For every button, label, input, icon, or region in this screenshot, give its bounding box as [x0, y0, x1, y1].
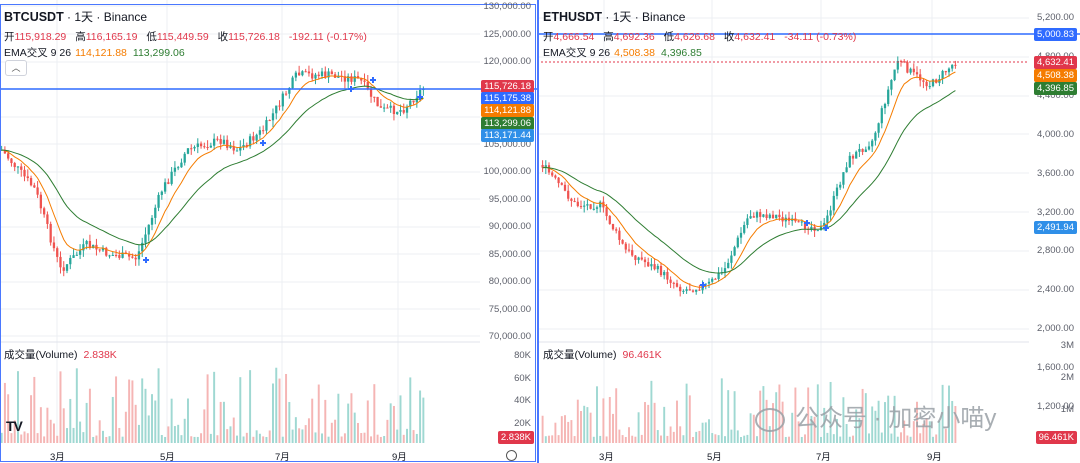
axis-tick-label: 3,600.00 [1037, 167, 1074, 179]
eth-ema-label: EMA交叉 9 26 [543, 47, 611, 59]
time-tick-label: 3月 [50, 452, 65, 463]
axis-tick-label: 1,200.00 [1037, 401, 1074, 412]
time-tick-label: 7月 [275, 452, 290, 463]
eth-ohlc-legend: 开4,666.54 高4,692.36 低4,626.68 收4,632.41 … [543, 29, 862, 44]
axis-tick-label: 80,000.00 [488, 276, 531, 287]
axis-tick-label: 100,000.00 [483, 166, 531, 177]
eth-volume-label: 成交量(Volume) [543, 349, 617, 361]
time-tick-label: 9月 [927, 452, 942, 463]
eth-low-key: 低 [663, 31, 675, 43]
eth-chart-title: ETHUSDT · 1天 · Binance [543, 8, 685, 25]
axis-tick-label: 3,200.00 [1037, 206, 1074, 218]
eth-volume-tag: 96.461K [1035, 431, 1077, 444]
time-tick-label: 3月 [599, 452, 614, 463]
eth-volume-legend[interactable]: 成交量(Volume) 96.461K [543, 347, 662, 362]
axis-tick-label: 120,000.00 [483, 56, 531, 67]
eth-open-key: 开 [543, 31, 554, 43]
axis-tick-label: 2M [1060, 372, 1074, 383]
axis-tick-label: 130,000.00 [483, 1, 531, 12]
eth-price-chart[interactable] [539, 0, 1080, 463]
watermark-text: 公众号 · 加密小喵y [795, 405, 997, 432]
axis-tick-label: 2,000.00 [1037, 323, 1074, 335]
btc-volume-label: 成交量(Volume) [4, 349, 78, 361]
btc-low-key: 低 [146, 31, 157, 43]
price-tag: 113,171.44 [481, 129, 534, 142]
btc-chart-title: BTCUSDT · 1天 · Binance [4, 8, 147, 25]
axis-tick-label: 40K [514, 395, 531, 406]
price-tag: 5,000.83 [1034, 28, 1077, 41]
eth-high-key: 高 [603, 31, 614, 43]
axis-tick-label: 3M [1060, 340, 1074, 351]
btc-low-value: 115,449.59 [156, 31, 209, 43]
btc-ema-slow-value: 113,299.06 [132, 47, 185, 59]
btc-close-key: 收 [217, 31, 229, 43]
btc-interval-exchange: · 1天 · Binance [63, 10, 148, 24]
chevron-up-icon[interactable]: ︿ [5, 60, 27, 76]
axis-tick-label: 4,400.00 [1037, 89, 1074, 101]
btc-open-key: 开 [4, 31, 15, 43]
price-tag: 4,508.38 [1034, 69, 1077, 82]
btc-high-value: 116,165.19 [85, 31, 138, 43]
time-tick-label: 5月 [707, 452, 722, 463]
eth-ema-legend[interactable]: EMA交叉 9 26 4,508.38 4,396.85 [543, 45, 702, 60]
axis-tick-label: 125,000.00 [483, 28, 531, 40]
eth-symbol[interactable]: ETHUSDT [543, 10, 603, 24]
btc-volume-tag: 2.838K [497, 431, 534, 444]
axis-tick-label: 90,000.00 [488, 221, 531, 232]
time-tick-label: 5月 [160, 452, 175, 463]
axis-tick-label: 20K [514, 417, 531, 429]
time-tick-label: 7月 [816, 452, 831, 463]
btc-ema-legend[interactable]: EMA交叉 9 26 114,121.88 113,299.06 [4, 45, 185, 60]
btc-symbol[interactable]: BTCUSDT [4, 10, 64, 24]
eth-high-value: 4,692.36 [613, 31, 655, 43]
watermark: 公众号 · 加密小喵y [755, 398, 996, 433]
axis-tick-label: 1M [1060, 404, 1074, 415]
tradingview-logo-icon[interactable]: TV [6, 418, 23, 434]
btc-change: -192.11 (-0.17%) [288, 31, 367, 43]
btc-chart-pane[interactable]: BTCUSDT · 1天 · Binance 开115,918.29 高116,… [0, 0, 537, 463]
axis-tick-label: 105,000.00 [483, 138, 531, 150]
price-tag: 115,175.38 [481, 92, 534, 105]
axis-tick-label: 1,600.00 [1037, 362, 1074, 374]
eth-ema-slow-value: 4,396.85 [660, 47, 702, 59]
axis-tick-label: 2,400.00 [1037, 284, 1074, 296]
btc-open-value: 115,918.29 [14, 31, 67, 43]
price-tag: 4,396.85 [1034, 82, 1077, 95]
eth-ema-fast-value: 4,508.38 [614, 47, 655, 59]
price-tag: 114,121.88 [481, 104, 534, 117]
axis-tick-label: 95,000.00 [488, 193, 531, 205]
axis-tick-label: 75,000.00 [488, 303, 531, 315]
axis-tick-label: 70,000.00 [488, 331, 531, 342]
eth-volume-value: 96.461K [622, 349, 662, 361]
gear-icon[interactable] [506, 450, 517, 461]
price-tag: 4,632.41 [1034, 56, 1077, 69]
axis-tick-label: 80K [514, 350, 531, 361]
eth-open-value: 4,666.54 [553, 31, 595, 43]
time-tick-label: 9月 [392, 452, 407, 463]
price-tag: 2,491.94 [1034, 221, 1077, 234]
axis-tick-label: 60K [514, 372, 531, 384]
eth-interval-exchange: · 1天 · Binance [602, 10, 686, 24]
btc-price-chart[interactable] [0, 0, 537, 463]
eth-close-key: 收 [723, 31, 735, 43]
eth-chart-pane[interactable]: ETHUSDT · 1天 · Binance 开4,666.54 高4,692.… [537, 0, 1080, 463]
wechat-icon [755, 407, 785, 432]
price-tag: 115,726.18 [481, 80, 534, 93]
btc-high-key: 高 [75, 31, 86, 43]
eth-close-value: 4,632.41 [734, 31, 776, 43]
eth-low-value: 4,626.68 [674, 31, 715, 43]
btc-ema-fast-value: 114,121.88 [75, 47, 127, 59]
axis-tick-label: 4,000.00 [1037, 128, 1074, 140]
axis-tick-label: 2,800.00 [1037, 245, 1074, 257]
eth-change: -34.11 (-0.73%) [784, 31, 857, 43]
btc-close-value: 115,726.18 [228, 31, 280, 43]
btc-ema-label: EMA交叉 9 26 [4, 47, 72, 59]
btc-volume-legend[interactable]: 成交量(Volume) 2.838K [4, 347, 117, 362]
btc-volume-value: 2.838K [83, 349, 117, 361]
price-tag: 113,299.06 [481, 117, 534, 130]
axis-tick-label: 85,000.00 [488, 248, 531, 260]
btc-ohlc-legend: 开115,918.29 高116,165.19 低115,449.59 收115… [4, 29, 373, 44]
axis-tick-label: 5,200.00 [1037, 12, 1074, 23]
